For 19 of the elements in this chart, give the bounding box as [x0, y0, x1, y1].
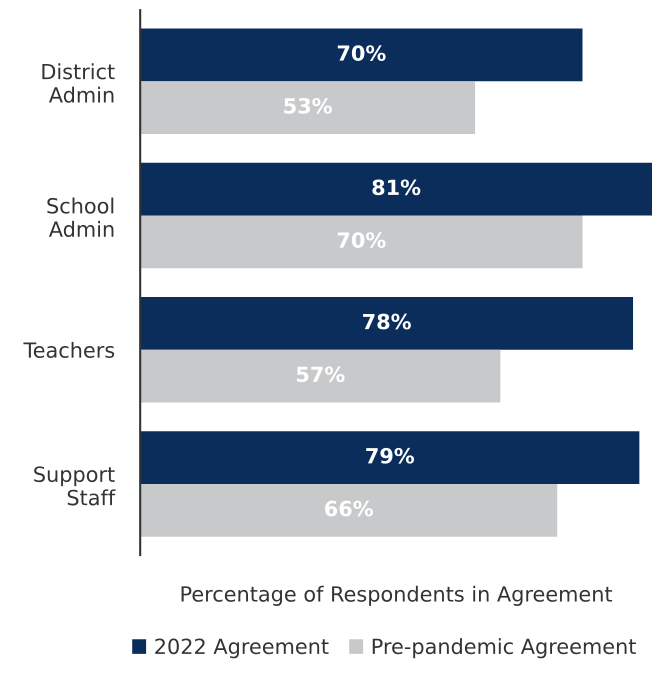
y-tick-label: District Admin: [42, 63, 115, 103]
bar: [140, 216, 582, 268]
x-axis-title: Percentage of Respondents in Agreement: [182, 586, 612, 606]
y-tick-label: Teachers: [23, 342, 114, 358]
bar: [140, 431, 640, 484]
bar: [140, 350, 500, 403]
data-label: 81%: [372, 179, 420, 196]
y-tick-label: Support Staff: [34, 466, 116, 506]
data-label: 70%: [338, 45, 386, 61]
bar: [140, 162, 652, 216]
bar: [140, 297, 634, 350]
bar: [140, 81, 476, 134]
bar: [140, 484, 558, 537]
data-label: 79%: [366, 448, 414, 464]
y-tick-label: School Admin: [47, 198, 114, 237]
data-label: 78%: [363, 314, 411, 330]
legend-label: Pre-pandemic Agreement: [372, 638, 636, 658]
bar: [140, 28, 582, 82]
legend-label: 2022 Agreement: [155, 638, 329, 658]
